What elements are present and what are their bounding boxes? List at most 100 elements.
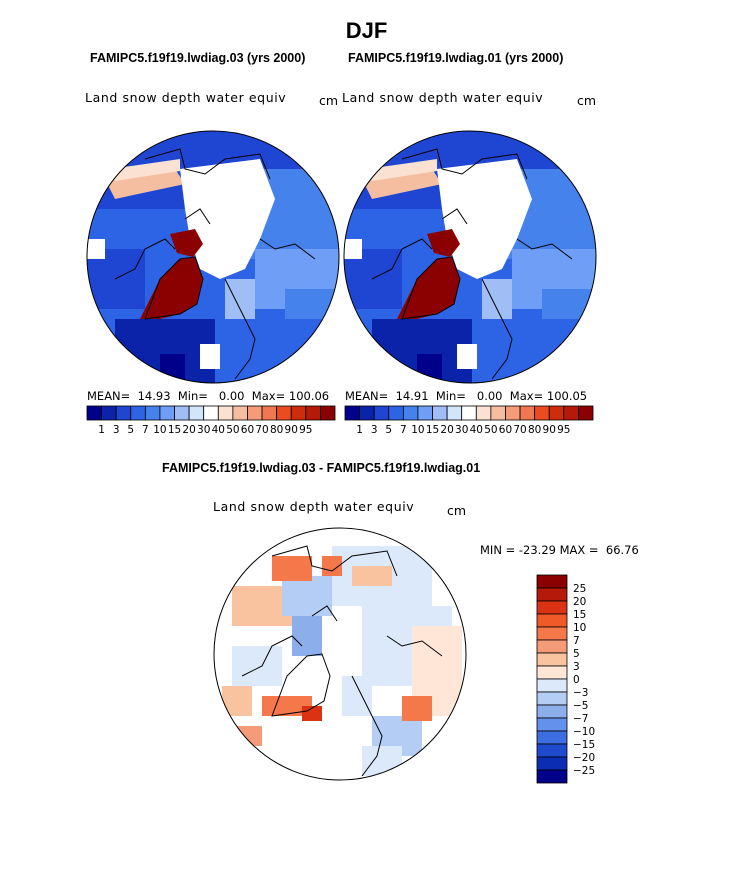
panel1-colorbar-swatch bbox=[247, 405, 263, 421]
panel2-colorbar-swatch bbox=[461, 405, 477, 421]
panel2-colorbar-swatch bbox=[359, 405, 375, 421]
panel1-colorbar-swatch bbox=[101, 405, 117, 421]
diff-colorbar-tick-label: 20 bbox=[573, 596, 586, 608]
diff-colorbar-swatch bbox=[536, 730, 568, 745]
panel2-colorbar: 1 3 5 7 10 15 20 30 40 50 60 70 80 90 95 bbox=[344, 405, 594, 436]
panel2-colorbar-tick-label: 5 bbox=[385, 424, 392, 436]
panel2-min-value: 0.00 bbox=[476, 389, 503, 403]
panel2-colorbar-swatch bbox=[548, 405, 565, 421]
diff-colorbar-tick-label: 15 bbox=[573, 609, 586, 621]
panel2-colorbar-tick-label: 10 bbox=[411, 424, 424, 436]
panel1-min-value: 0.00 bbox=[218, 389, 245, 403]
panel1-max-label: Max= bbox=[251, 389, 286, 403]
diff-colorbar-swatch bbox=[536, 639, 568, 654]
panel2-variable-label: Land snow depth water equiv bbox=[342, 90, 544, 105]
panel2-polar-map bbox=[343, 130, 597, 384]
panel1-colorbar-swatch bbox=[305, 405, 321, 421]
panel2-max-label: Max= bbox=[509, 389, 544, 403]
panel2-colorbar-swatch bbox=[432, 405, 448, 421]
diff-colorbar-swatch bbox=[536, 613, 568, 628]
panel1-colorbar-tick-label: 20 bbox=[182, 424, 195, 436]
panel2-units: cm bbox=[577, 93, 597, 108]
diff-units: cm bbox=[447, 503, 467, 518]
diff-colorbar-swatch bbox=[536, 587, 568, 602]
diff-colorbar-swatch bbox=[536, 691, 568, 706]
panel1-colorbar-tick-label: 30 bbox=[197, 424, 210, 436]
panel2-colorbar-tick-label: 90 bbox=[543, 424, 556, 436]
panel1-colorbar-tick-label: 50 bbox=[226, 424, 239, 436]
panel2-mean-value: 14.91 bbox=[395, 389, 429, 403]
diff-max-value: 66.76 bbox=[605, 543, 639, 557]
panel1-colorbar-swatch bbox=[159, 405, 175, 421]
panel1-units: cm bbox=[319, 93, 339, 108]
diff-colorbar-tick-label: −7 bbox=[573, 713, 588, 725]
panel1-colorbar-swatch bbox=[290, 405, 307, 421]
diff-colorbar-tick-label: 7 bbox=[573, 635, 580, 647]
panel2-max-value: 100.05 bbox=[546, 389, 588, 403]
panel1-mean-label: MEAN= bbox=[87, 389, 131, 403]
panel1-colorbar-swatch bbox=[115, 405, 132, 421]
panel1-colorbar-tick-label: 10 bbox=[153, 424, 166, 436]
diff-min-value: -23.29 bbox=[518, 543, 556, 557]
panel2-colorbar-swatch bbox=[417, 405, 433, 421]
panel1-colorbar-swatch bbox=[232, 405, 248, 421]
diff-colorbar-tick-label: −10 bbox=[573, 726, 595, 738]
panel1-colorbar-swatch bbox=[276, 405, 292, 421]
diff-colorbar-swatch bbox=[536, 756, 568, 771]
diff-colorbar-tick-label: −5 bbox=[573, 700, 588, 712]
panel2-colorbar-swatch bbox=[388, 405, 404, 421]
diff-colorbar-swatch bbox=[536, 665, 568, 680]
diff-colorbar-tick-label: 3 bbox=[573, 661, 580, 673]
panel2-mean-label: MEAN= bbox=[345, 389, 389, 403]
panel2-colorbar-swatch bbox=[505, 405, 521, 421]
panel2-colorbar-tick-label: 70 bbox=[513, 424, 526, 436]
panel2-colorbar-tick-label: 1 bbox=[356, 424, 363, 436]
panel1-variable-label: Land snow depth water equiv bbox=[85, 90, 287, 105]
diff-colorbar-swatch bbox=[536, 626, 568, 641]
diff-variable-label: Land snow depth water equiv bbox=[213, 499, 415, 514]
panel2-colorbar-tick-label: 40 bbox=[470, 424, 483, 436]
diff-colorbar-tick-label: 25 bbox=[573, 583, 586, 595]
panel1-mean-value: 14.93 bbox=[137, 389, 171, 403]
diff-colorbar-swatch bbox=[536, 717, 568, 732]
panel1-colorbar-swatch bbox=[320, 405, 336, 421]
panel2-stats: MEAN= 14.91 Min= 0.00 Max= 100.05 bbox=[345, 389, 587, 403]
diff-polar-map bbox=[213, 527, 467, 781]
panel2-colorbar-tick-label: 95 bbox=[557, 424, 570, 436]
panel1-colorbar-swatch bbox=[217, 405, 234, 421]
panel1-colorbar-swatch bbox=[188, 405, 205, 421]
panel1-case-title: FAMIPC5.f19f19.lwdiag.03 (yrs 2000) bbox=[90, 51, 306, 65]
panel2-colorbar-swatch bbox=[344, 405, 360, 421]
panel2-colorbar-tick-label: 20 bbox=[440, 424, 453, 436]
diff-minmax: MIN = -23.29 MAX = 66.76 bbox=[480, 543, 639, 557]
panel1-colorbar-tick-label: 95 bbox=[299, 424, 312, 436]
panel1-colorbar-swatch bbox=[261, 405, 278, 421]
panel1-colorbar-tick-label: 1 bbox=[98, 424, 105, 436]
diff-colorbar-tick-label: 5 bbox=[573, 648, 580, 660]
diff-colorbar-swatch bbox=[536, 769, 568, 784]
diff-colorbar-tick-label: −25 bbox=[573, 765, 595, 777]
panel1-colorbar-tick-label: 80 bbox=[270, 424, 283, 436]
panel1-colorbar-swatch bbox=[86, 405, 102, 421]
diff-colorbar-tick-label: −3 bbox=[573, 687, 588, 699]
panel1-colorbar-swatch bbox=[174, 405, 190, 421]
diff-min-label: MIN = bbox=[480, 543, 516, 557]
panel1-colorbar-tick-label: 90 bbox=[285, 424, 298, 436]
panel2-colorbar-swatch bbox=[578, 405, 594, 421]
panel1-colorbar-tick-label: 70 bbox=[255, 424, 268, 436]
panel2-colorbar-swatch bbox=[490, 405, 506, 421]
diff-title: FAMIPC5.f19f19.lwdiag.03 - FAMIPC5.f19f1… bbox=[162, 461, 481, 475]
panel1-colorbar-tick-label: 15 bbox=[168, 424, 181, 436]
diff-colorbar-swatch bbox=[536, 652, 568, 667]
panel1-colorbar-swatch bbox=[130, 405, 146, 421]
panel2-colorbar-swatch bbox=[475, 405, 492, 421]
diff-colorbar-tick-label: 10 bbox=[573, 622, 586, 634]
panel1-colorbar-tick-label: 40 bbox=[212, 424, 225, 436]
panel2-colorbar-tick-label: 30 bbox=[455, 424, 468, 436]
panel1-colorbar-tick-label: 7 bbox=[142, 424, 149, 436]
panel2-colorbar-swatch bbox=[563, 405, 579, 421]
diff-colorbar-tick-label: −20 bbox=[573, 752, 595, 764]
diff-colorbar-swatch bbox=[536, 743, 568, 758]
panel2-colorbar-tick-label: 60 bbox=[499, 424, 512, 436]
